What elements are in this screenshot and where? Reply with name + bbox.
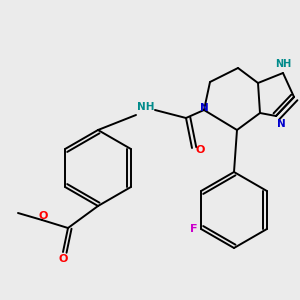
Text: NH: NH [275,59,292,69]
Text: O: O [39,211,48,221]
Text: N: N [277,119,286,129]
Text: NH: NH [137,102,155,112]
Text: O: O [58,254,68,264]
Text: N: N [200,103,208,112]
Text: O: O [195,146,204,155]
Text: F: F [190,224,197,234]
